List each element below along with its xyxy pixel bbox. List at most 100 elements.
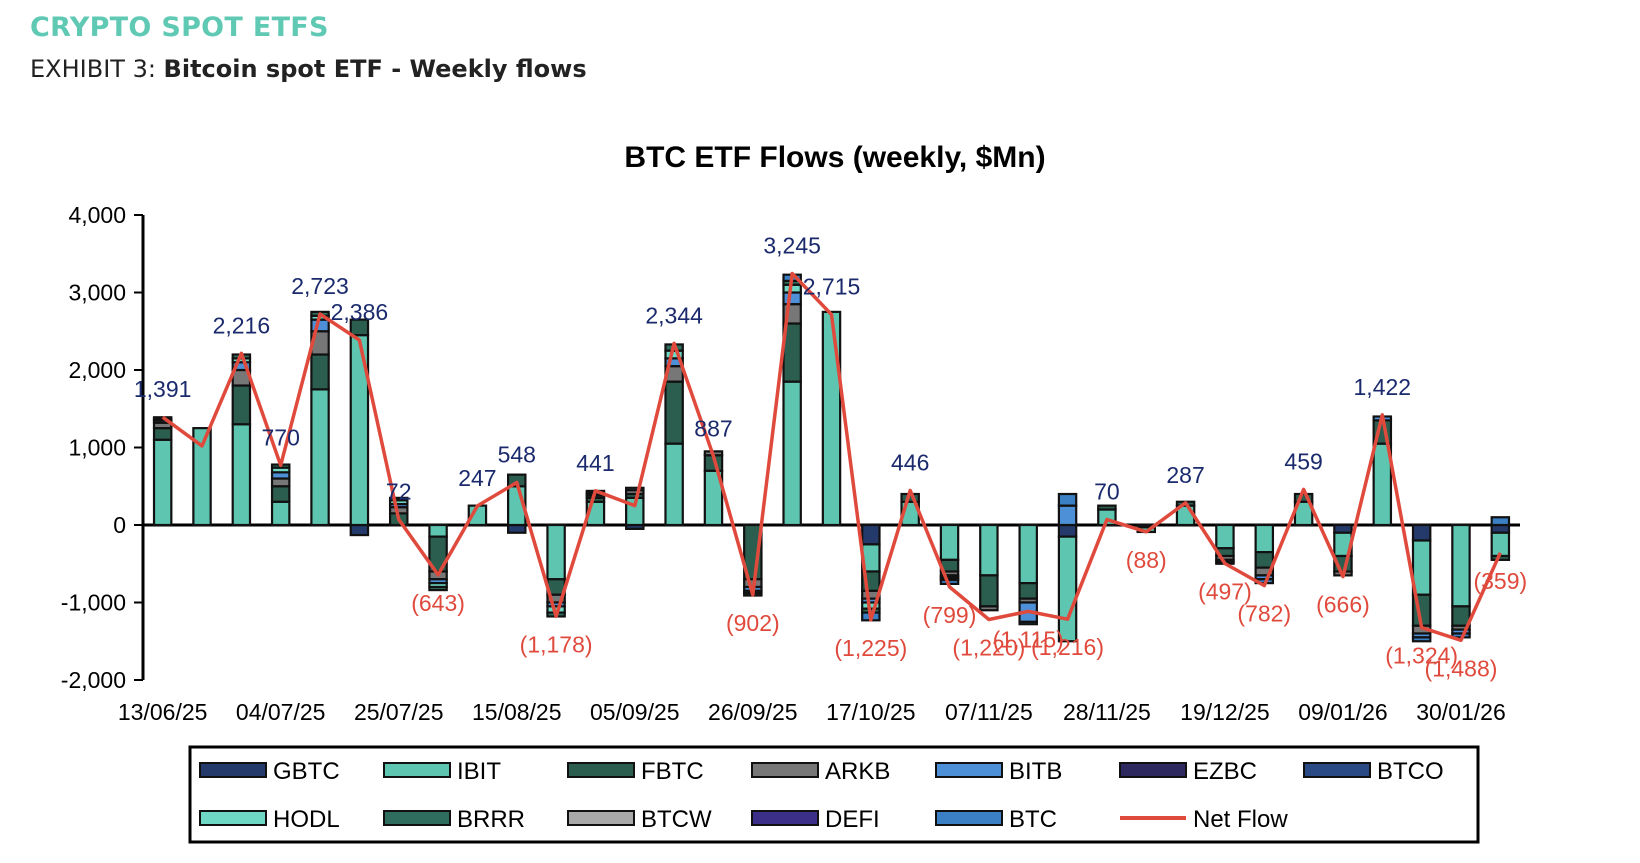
data-label: (359) [1473,568,1527,594]
legend-swatch-hodl [199,810,267,826]
bar-segment-fbtc [270,485,291,503]
data-label: 2,723 [291,273,349,299]
legend-label: IBIT [457,758,501,785]
legend-label: DEFI [825,806,880,833]
legend-label: ARKB [825,758,890,785]
data-label: (902) [726,610,780,636]
data-label: 1,391 [134,376,192,402]
data-label: 70 [1094,479,1120,505]
data-label: (643) [411,590,465,616]
data-label: (782) [1237,601,1291,627]
y-tick-label: 2,000 [68,357,126,383]
bar-segment-btc [1057,492,1078,507]
data-label: (1,178) [520,631,593,657]
bar-segment-ibit [979,523,999,577]
data-label: 247 [458,465,496,491]
data-label: 446 [891,449,929,475]
legend-label: GBTC [273,758,340,785]
x-tick-label: 28/11/25 [1063,699,1151,725]
data-label: 2,344 [645,302,703,328]
legend-label: HODL [273,806,340,833]
data-label: 287 [1166,462,1204,488]
data-label: 1,422 [1354,374,1412,400]
data-label: (88) [1126,547,1167,573]
data-label: (497) [1198,579,1252,605]
bar-segment-ibit [546,523,566,581]
y-tick-label: -1,000 [61,590,126,616]
bar-segment-gbtc [1057,523,1078,538]
data-label: (1,115) [993,626,1064,652]
y-tick-label: 4,000 [68,202,126,228]
bar-segment-ibit [152,438,173,527]
x-tick-label: 15/08/25 [472,699,562,725]
bar-segment-gbtc [1333,523,1353,534]
data-label: 459 [1284,448,1322,474]
legend-swatch-brrr [383,810,451,826]
data-label: (1,220) [952,635,1025,661]
bar-segment-gbtc [1411,523,1432,542]
bar-segment-gbtc [349,523,370,537]
bar-segment-gbtc [1490,523,1511,534]
data-label: 548 [498,442,536,468]
x-tick-label: 19/12/25 [1180,699,1270,725]
legend-swatch-ezbc [1119,762,1187,778]
legend-swatch-arkb [751,762,819,778]
legend-label: BTCW [641,806,712,833]
bar-segment-brrr [428,585,448,592]
exhibit-title: Bitcoin spot ETF - Weekly flows [163,55,587,83]
data-label: (1,225) [834,635,907,661]
chart-title: BTC ETF Flows (weekly, $Mn) [624,141,1045,174]
y-tick-label: -2,000 [61,667,126,693]
bar-segment-fbtc [349,318,370,337]
legend-swatch-ibit [383,762,451,778]
bar-segment-btc [1411,636,1432,643]
bar-segment-ibit [664,442,684,527]
bar-segment-bitb [625,486,645,492]
legend: GBTC IBIT FBTC ARKB BITB EZBC BTCO HODL BRRR BTCW… [188,745,1480,844]
data-label: 2,386 [331,299,389,325]
bar-segment-bitb [782,291,802,306]
data-label: 72 [386,478,412,504]
bar-segment-arkb [979,605,999,612]
bar-segment-ibit [821,310,842,527]
net-flow-line-group [161,271,1502,643]
legend-label: Net Flow [1193,806,1288,833]
data-label: 887 [694,415,732,441]
bar-segment-ibit [1451,523,1471,608]
legend-swatch-gbtc [199,762,267,778]
data-label: 441 [576,450,614,476]
section-title: CRYPTO SPOT ETFS [30,12,329,43]
bar-segment-fbtc [231,384,252,426]
x-tick-label: 17/10/25 [826,699,916,725]
legend-label: BTCO [1377,758,1444,785]
bar-segment-ibit [1490,531,1511,558]
report-header: CRYPTO SPOT ETFS EXHIBIT 3: Bitcoin spot… [30,12,587,83]
bar-segment-btc [1018,620,1038,626]
exhibit-label: EXHIBIT 3: [30,55,164,83]
x-tick-label: 25/07/25 [354,699,444,725]
legend-swatch-bitb [935,762,1003,778]
bar-segment-bitb [310,318,330,333]
data-label: (1,488) [1425,655,1498,681]
y-tick-label: 0 [113,512,126,538]
bar-segment-fbtc [979,574,999,608]
x-tick-label: 05/09/25 [590,699,680,725]
bar-segment-ibit [939,523,960,561]
x-tick-label: 30/01/26 [1416,699,1506,725]
legend-label: FBTC [641,758,704,785]
exhibit-caption: EXHIBIT 3: Bitcoin spot ETF - Weekly flo… [30,55,587,83]
x-tick-label: 13/06/25 [118,699,208,725]
bar-segment-ibit [1215,523,1235,550]
bar-segment-fbtc [310,353,330,391]
bar-segment-brrr [388,496,409,502]
data-label: 2,216 [213,312,271,338]
bar-segment-arkb [270,477,291,488]
data-label: (666) [1316,592,1370,618]
x-tick-label: 26/09/25 [708,699,798,725]
legend-swatch-btcw [567,810,635,826]
bar-segment-fbtc [1018,582,1038,600]
bar-segment-ibit [1254,523,1275,554]
bar-segment-ibit [1057,535,1078,643]
